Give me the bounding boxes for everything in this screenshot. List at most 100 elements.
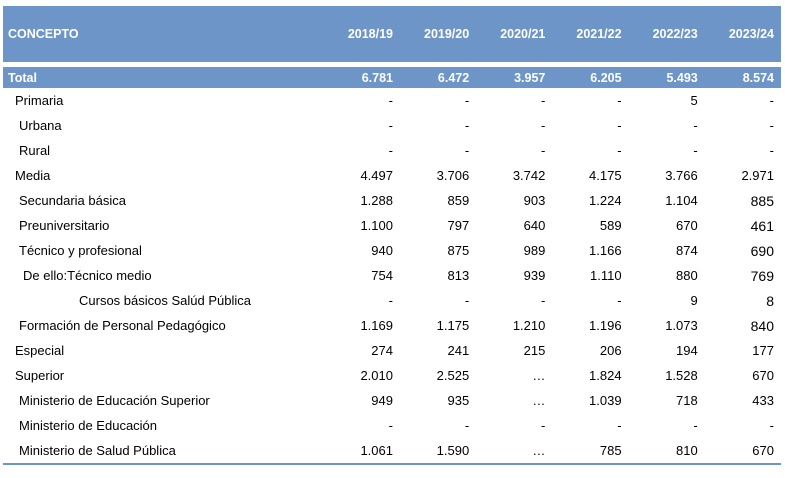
row-label: Preuniversitario <box>19 218 110 233</box>
cell-value: 880 <box>676 268 698 283</box>
cell-value: - <box>617 418 622 433</box>
cell-value: 670 <box>676 218 698 233</box>
table-row: Urbana - - - - - - <box>3 113 781 138</box>
cell-value: - <box>464 93 470 108</box>
row-label: Urbana <box>19 118 62 133</box>
cell-value: 1.175 <box>436 318 470 333</box>
cell-value: - <box>541 293 546 308</box>
cell-value: 903 <box>523 193 546 208</box>
cell-value: 3.742 <box>512 168 546 183</box>
cell-value: 1.100 <box>360 218 393 233</box>
cell-value: 206 <box>599 343 622 358</box>
table-row: Formación de Personal Pedagógico 1.169 1.1… <box>3 313 781 338</box>
total-value: 3.957 <box>476 67 553 88</box>
cell-value: 1.166 <box>589 243 622 258</box>
cell-value: - <box>388 93 393 108</box>
cell-value: - <box>464 293 470 308</box>
cell-value: … <box>532 393 546 408</box>
cell-value: 5 <box>690 93 698 108</box>
cell-value: 670 <box>704 438 781 465</box>
row-label: Rural <box>19 143 51 158</box>
cell-value: 1.073 <box>665 318 698 333</box>
cell-value: 2.010 <box>360 368 393 383</box>
cell-value: 2.525 <box>436 368 470 383</box>
cell-value: 1.224 <box>589 193 622 208</box>
cell-value: - <box>541 118 546 133</box>
cell-value: 241 <box>447 343 470 358</box>
cell-value: - <box>388 293 393 308</box>
total-value: 6.205 <box>552 67 629 88</box>
row-label: Ministerio de Educación <box>19 418 158 433</box>
total-label: Total <box>3 67 324 88</box>
cell-value: - <box>617 93 622 108</box>
cell-value: 4.497 <box>360 168 393 183</box>
row-label: Cursos básicos Salúd Pública <box>79 293 251 308</box>
cell-value: 813 <box>447 268 470 283</box>
cell-value: 1.169 <box>360 318 393 333</box>
cell-value: - <box>769 118 774 133</box>
cell-value: 3.706 <box>436 168 470 183</box>
cell-value: 989 <box>523 243 546 258</box>
cell-value: 797 <box>447 218 470 233</box>
cell-value: 1.590 <box>400 438 477 465</box>
cell-value: 940 <box>371 243 393 258</box>
table-row: Primaria - - - - 5 - <box>3 88 781 113</box>
cell-value: 3.766 <box>665 168 698 183</box>
total-value: 6.781 <box>323 67 400 88</box>
row-label: Ministerio de Educación Superior <box>19 393 210 408</box>
table-row: Preuniversitario 1.100 797 640 589 670 461 <box>3 213 781 238</box>
cell-value: 949 <box>371 393 393 408</box>
table-header: CONCEPTO 2018/19 2019/20 2020/21 2021/22… <box>3 6 781 62</box>
table-row: De ello:Técnico medio 754 813 939 1.110 880 76… <box>3 263 781 288</box>
cell-value: 589 <box>599 218 622 233</box>
cell-value: - <box>388 143 393 158</box>
row-label: Superior <box>15 368 65 383</box>
cell-value: - <box>541 143 546 158</box>
cell-value: 840 <box>750 317 774 334</box>
table-row: Media 4.497 3.706 3.742 4.175 3.766 2.971 <box>3 163 781 188</box>
cell-value: 690 <box>750 242 774 259</box>
cell-value: 1.104 <box>665 193 698 208</box>
cell-value: 1.110 <box>589 268 622 283</box>
year-column-header: 2020/21 <box>476 6 553 62</box>
table-row: Ministerio de Educación Superior 949 935 … 1… <box>3 388 781 413</box>
cell-value: - <box>617 293 622 308</box>
year-column-header: 2019/20 <box>400 6 477 62</box>
cell-value: 1.061 <box>323 438 400 465</box>
cell-value: 4.175 <box>589 168 622 183</box>
cell-value: 640 <box>523 218 546 233</box>
cell-value: 785 <box>552 438 629 465</box>
row-label: Ministerio de Salud Pública <box>3 438 324 465</box>
row-label: Primaria <box>15 93 64 108</box>
cell-value: 810 <box>628 438 705 465</box>
cell-value: 8 <box>766 292 774 309</box>
cell-value: 670 <box>752 368 774 383</box>
cell-value: 461 <box>750 217 774 234</box>
cell-value: 859 <box>447 193 470 208</box>
cell-value: - <box>617 143 622 158</box>
row-label: Formación de Personal Pedagógico <box>19 318 226 333</box>
row-label: Técnico y profesional <box>19 243 142 258</box>
cell-value: - <box>541 93 546 108</box>
cell-value: - <box>541 418 546 433</box>
cell-value: 1.039 <box>589 393 622 408</box>
table-row: Ministerio de Salud Pública 1.061 1.590… 78… <box>3 438 781 465</box>
row-label: Media <box>15 168 51 183</box>
cell-value: … <box>532 368 546 383</box>
table-row: Cursos básicos Salúd Pública - - - - 9 8 <box>3 288 781 313</box>
year-column-header: 2018/19 <box>323 6 400 62</box>
cell-value: 754 <box>371 268 393 283</box>
total-value: 8.574 <box>704 67 781 88</box>
cell-value: 9 <box>690 293 698 308</box>
cell-value: - <box>464 143 470 158</box>
cell-value: 935 <box>447 393 470 408</box>
cell-value: 939 <box>523 268 546 283</box>
cell-value: 2.971 <box>741 168 774 183</box>
table-row: Técnico y profesional 940 875 989 1.166 874 69… <box>3 238 781 263</box>
cell-value: - <box>769 93 774 108</box>
cell-value: 433 <box>752 393 774 408</box>
table-body: Total 6.781 6.472 3.957 6.205 5.493 8.57… <box>3 62 781 465</box>
cell-value: 177 <box>752 343 774 358</box>
cell-value: - <box>388 118 393 133</box>
cell-value: 875 <box>447 243 470 258</box>
